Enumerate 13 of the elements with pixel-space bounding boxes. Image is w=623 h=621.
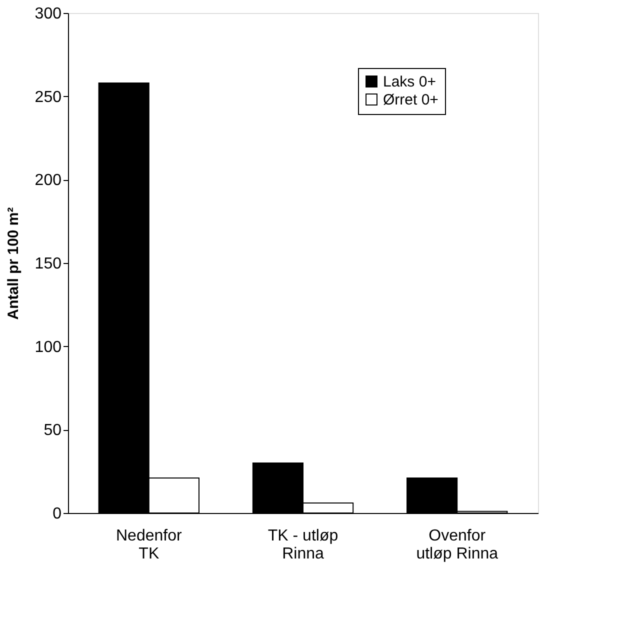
x-tick-label: Nedenfor TK bbox=[116, 528, 182, 562]
y-tick-label: 0 bbox=[52, 506, 62, 522]
x-tick-label: Ovenfor utløp Rinna bbox=[416, 528, 498, 562]
x-tick-label: TK - utløp Rinna bbox=[268, 528, 338, 562]
y-tick-label: 250 bbox=[34, 88, 62, 106]
y-axis-title: Antall pr 100 m² bbox=[4, 207, 22, 320]
y-tick-label: 200 bbox=[34, 172, 62, 190]
y-tick-label: 150 bbox=[34, 256, 62, 272]
legend-label: Ørret 0+ bbox=[383, 92, 439, 108]
y-tick-label: 300 bbox=[34, 6, 62, 22]
y-tick-label: 100 bbox=[34, 338, 62, 356]
legend-label: Laks 0+ bbox=[383, 74, 436, 90]
y-tick-label: 50 bbox=[44, 422, 62, 440]
